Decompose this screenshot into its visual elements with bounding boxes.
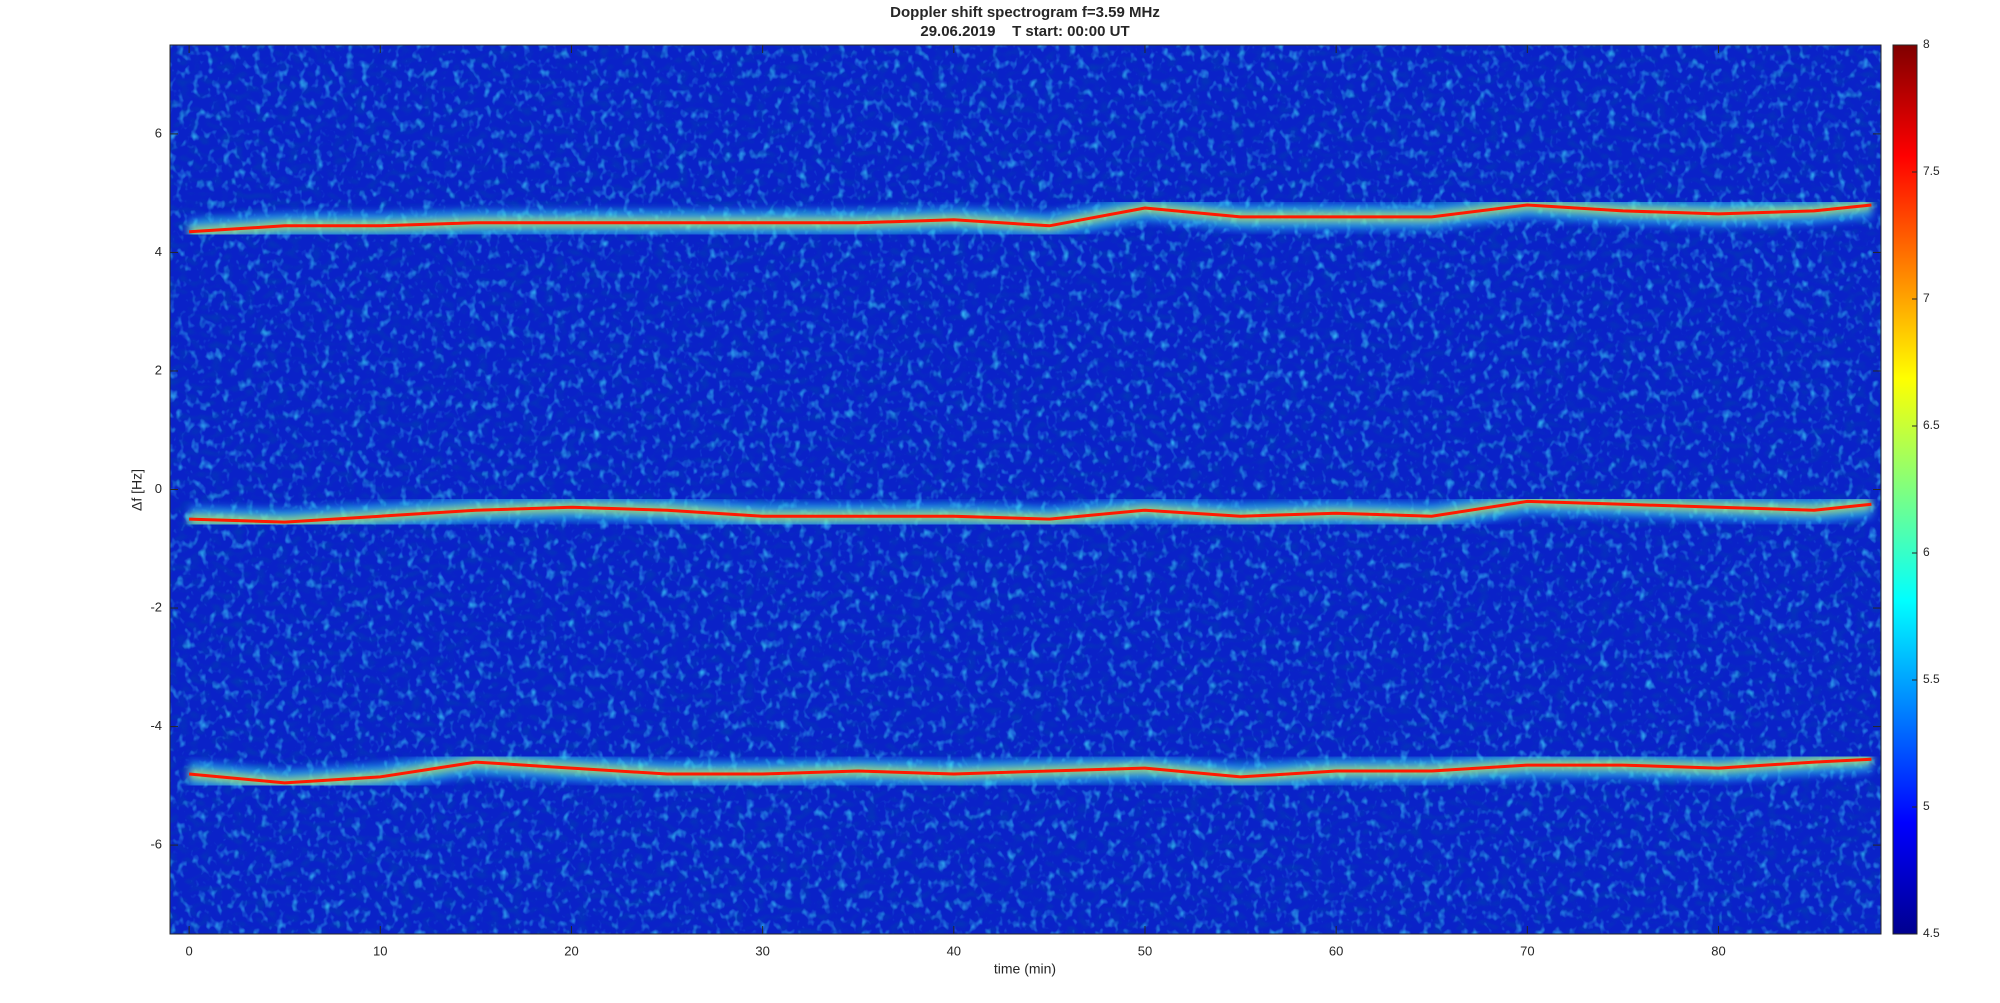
x-tick-label: 60 bbox=[1329, 943, 1343, 958]
chart-title: Doppler shift spectrogram f=3.59 MHz bbox=[890, 4, 1160, 21]
y-tick-label: 4 bbox=[155, 244, 162, 259]
colorbar-tick-label: 7 bbox=[1923, 291, 1930, 305]
x-tick-label: 80 bbox=[1711, 943, 1725, 958]
trace bbox=[189, 499, 1872, 524]
trace bbox=[189, 203, 1872, 234]
colorbar-tick-label: 5 bbox=[1923, 799, 1930, 813]
colorbar-tick-label: 4.5 bbox=[1923, 926, 1940, 940]
y-tick-label: -6 bbox=[150, 837, 162, 852]
y-tick-label: 0 bbox=[155, 481, 162, 496]
y-tick-label: -2 bbox=[150, 599, 162, 614]
x-tick-label: 50 bbox=[1138, 943, 1152, 958]
colorbar-tick-label: 6 bbox=[1923, 545, 1930, 559]
trace bbox=[188, 757, 1872, 785]
colorbar-tick-label: 6.5 bbox=[1923, 418, 1940, 432]
plot-area bbox=[170, 45, 1881, 934]
y-tick-label: 2 bbox=[155, 362, 162, 377]
x-axis-label: time (min) bbox=[994, 961, 1056, 977]
y-tick-label: 6 bbox=[155, 125, 162, 140]
x-tick-label: 20 bbox=[564, 943, 578, 958]
x-tick-label: 30 bbox=[755, 943, 769, 958]
noise-speckle bbox=[170, 45, 1881, 934]
x-tick-label: 70 bbox=[1520, 943, 1534, 958]
x-tick-label: 40 bbox=[947, 943, 961, 958]
y-axis-label: Δf [Hz] bbox=[129, 469, 145, 511]
colorbar bbox=[1892, 44, 1918, 935]
x-tick-label: 10 bbox=[373, 943, 387, 958]
x-tick-label: 0 bbox=[186, 943, 193, 958]
axes: 0 10 20 30 40 50 60 70 80 -6 -4 -2 0 2 4 6 4.5 5 5.5 6 6.5 7 7… bbox=[150, 37, 1940, 958]
chart-subtitle: 29.06.2019 T start: 00:00 UT bbox=[920, 23, 1129, 40]
y-tick-label: -4 bbox=[150, 718, 162, 733]
colorbar-tick-label: 5.5 bbox=[1923, 672, 1940, 686]
colorbar-tick-label: 8 bbox=[1923, 37, 1930, 51]
colorbar-tick-label: 7.5 bbox=[1923, 164, 1940, 178]
